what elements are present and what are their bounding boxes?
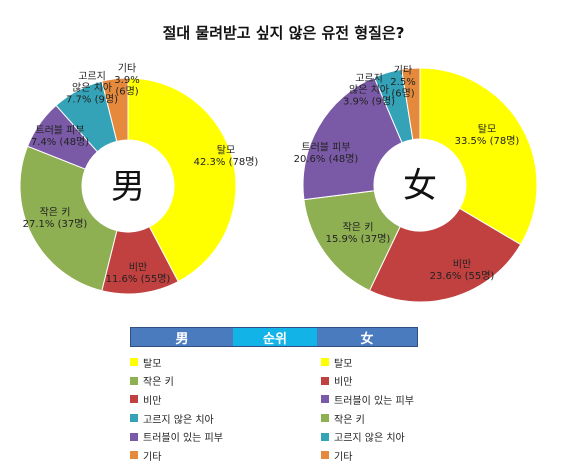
pie-slice [101, 77, 129, 142]
slice-label: 고르지 [355, 73, 383, 85]
rank-item-label: 고르지 않은 치아 [334, 433, 405, 445]
rank-item-label: 작은 키 [143, 377, 174, 389]
slice-label: 트러블 피부 [35, 124, 84, 136]
rank-table-header: 男 순위 女 [130, 327, 418, 347]
slice-label: 작은 키 [40, 206, 71, 218]
slice-label: 기타 [118, 63, 136, 75]
slice-label: 트러블 피부 [301, 141, 350, 153]
rank-item: 고르지 않은 치아 [321, 427, 414, 446]
slice-label: 않은 치아 [72, 82, 112, 94]
color-swatch [130, 395, 138, 404]
color-swatch [321, 451, 329, 460]
rank-item: 탈모 [321, 353, 414, 372]
rank-table: 男 순위 女 [130, 327, 418, 347]
rank-item-label: 비만 [334, 377, 353, 389]
color-swatch [321, 414, 329, 423]
color-swatch [130, 358, 138, 367]
color-swatch [321, 358, 329, 367]
slice-label: 3.9% (9명) [343, 96, 395, 108]
color-swatch [130, 432, 138, 441]
rank-item-label: 트러블이 있는 피부 [143, 433, 223, 445]
rank-item-label: 비만 [143, 395, 162, 407]
rank-item-label: 탈모 [334, 358, 353, 370]
chart-title: 절대 물려받고 싶지 않은 유전 형질은? [162, 24, 405, 42]
rank-item: 비만 [130, 390, 223, 409]
slice-label: 3.9% [114, 75, 139, 86]
donut-center-label: 男 [111, 167, 145, 207]
slice-label: (6명) [115, 86, 138, 98]
pie-slice [368, 207, 522, 303]
slice-label: 15.9% (37명) [326, 233, 391, 245]
slice-label: 고르지 [78, 71, 106, 83]
slice-label: 탈모 [478, 122, 496, 135]
slice-label: 11.6% (55명) [106, 273, 171, 285]
color-swatch [321, 395, 329, 404]
rank-item: 트러블이 있는 피부 [321, 390, 414, 409]
rank-item: 고르지 않은 치아 [130, 409, 223, 428]
slice-label: 33.5% (78명) [455, 135, 520, 147]
header-male: 男 [131, 328, 233, 347]
slice-label: 7.7% (9명) [66, 94, 118, 106]
header-rank: 순위 [233, 328, 317, 347]
color-swatch [130, 451, 138, 460]
slice-label: 7.4% (48명) [31, 136, 89, 148]
rank-item: 기타 [321, 446, 414, 465]
slice-label: 27.1% (37명) [23, 218, 88, 230]
pie-slice [419, 67, 538, 246]
rank-item: 비만 [321, 372, 414, 391]
rank-item: 작은 키 [130, 372, 223, 391]
rank-item-label: 기타 [143, 451, 162, 463]
pie-slice [401, 67, 421, 141]
slice-label: 않은 치아 [349, 84, 389, 96]
color-swatch [321, 432, 329, 441]
rank-item: 탈모 [130, 353, 223, 372]
rank-item-label: 기타 [334, 451, 353, 463]
slice-label: 23.6% (55명) [430, 270, 495, 282]
rank-item: 트러블이 있는 피부 [130, 427, 223, 446]
slice-label: 42.3% (78명) [194, 156, 259, 168]
slice-label: 작은 키 [343, 221, 374, 233]
rank-item-label: 고르지 않은 치아 [143, 414, 214, 426]
rank-item: 기타 [130, 446, 223, 465]
slice-label: 비만 [453, 258, 471, 270]
rank-item: 작은 키 [321, 409, 414, 428]
slice-label: (6명) [391, 88, 414, 100]
slice-label: 비만 [129, 261, 147, 273]
rank-item-label: 작은 키 [334, 414, 365, 426]
color-swatch [321, 376, 329, 385]
donut-center-label: 女 [403, 166, 437, 206]
pie-slice [302, 76, 403, 201]
slice-label: 20.6% (48명) [294, 153, 359, 165]
rank-item-label: 탈모 [143, 358, 162, 370]
slice-label: 기타 [394, 65, 412, 77]
header-female: 女 [317, 328, 417, 347]
pie-slice [127, 77, 237, 283]
slice-label: 2.5% [390, 77, 415, 88]
pie-slice [19, 145, 118, 292]
color-swatch [130, 414, 138, 423]
rank-item-label: 트러블이 있는 피부 [334, 395, 414, 407]
slice-label: 탈모 [217, 143, 235, 156]
color-swatch [130, 376, 138, 385]
